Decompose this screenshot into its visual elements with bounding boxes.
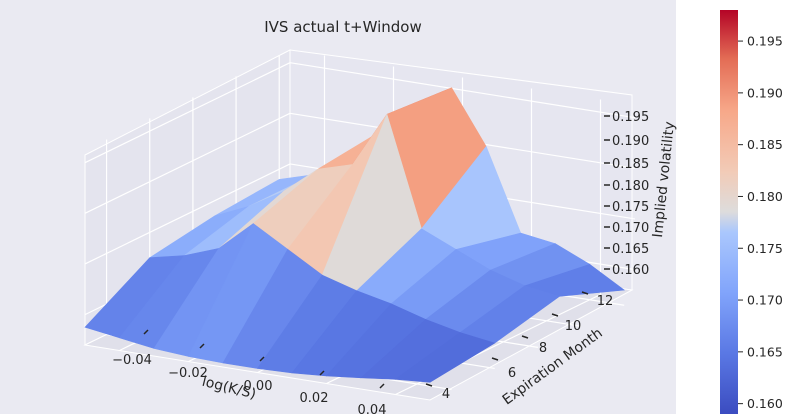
y-tick-mark	[425, 383, 433, 387]
z-tick-label: 0.170	[612, 221, 649, 236]
colorbar-tick-label: 0.185	[747, 137, 783, 152]
y-tick-label: 8	[539, 341, 547, 356]
colorbar-tick-label: 0.190	[747, 85, 783, 100]
x-tick-label: −0.02	[168, 366, 208, 381]
y-tick-mark	[581, 291, 589, 295]
colorbar-tick-label: 0.180	[747, 189, 783, 204]
colorbar-tick-label: 0.165	[747, 344, 783, 359]
y-tick-mark	[521, 335, 529, 339]
iv-surface	[84, 87, 626, 383]
y-tick-marks	[425, 291, 589, 387]
z-tick-label: 0.195	[612, 110, 649, 125]
x-tick-label: 0.02	[300, 391, 329, 406]
z-tick-label: 0.160	[612, 263, 649, 278]
y-tick-label: 4	[442, 387, 450, 402]
colorbar-tick-label: 0.195	[747, 34, 783, 49]
grid-line	[84, 112, 291, 214]
y-tick-labels: 4 6 8 10 12	[442, 294, 613, 402]
z-tick-label: 0.180	[612, 179, 649, 194]
x-tick-mark	[319, 370, 325, 376]
colorbar-tick-label: 0.170	[747, 293, 783, 308]
z-tick-label: 0.165	[612, 242, 649, 257]
x-tick-mark	[259, 356, 265, 362]
surface-patch	[394, 332, 496, 383]
colorbar-tick-label: 0.160	[747, 396, 783, 411]
z-tick-label: 0.190	[612, 134, 649, 149]
y-tick-label: 6	[508, 366, 516, 381]
z-tick-labels: 0.160 0.165 0.170 0.175 0.180 0.185 0.19…	[612, 110, 649, 278]
grid-line	[84, 62, 291, 164]
y-tick-label: 12	[597, 294, 614, 309]
x-tick-label: −0.04	[112, 353, 152, 368]
x-tick-mark	[379, 383, 385, 389]
colorbar-tick-label: 0.175	[747, 241, 783, 256]
y-tick-mark	[551, 313, 559, 317]
colorbar-ticks: 0.160 0.165 0.170 0.175 0.180 0.185 0.190 0.195	[738, 34, 783, 411]
grid-line	[84, 163, 291, 265]
x-tick-mark	[143, 329, 149, 335]
x-tick-marks	[143, 329, 385, 389]
y-tick-label: 10	[565, 319, 582, 334]
x-tick-labels: −0.04 −0.02 0.00 0.02 0.04	[112, 353, 386, 414]
x-tick-mark	[199, 343, 205, 349]
y-tick-mark	[491, 357, 499, 361]
z-tick-label: 0.175	[612, 200, 649, 215]
x-tick-label: 0.00	[244, 379, 273, 394]
z-tick-marks	[604, 115, 610, 270]
colorbar	[720, 10, 738, 414]
x-tick-label: 0.04	[358, 403, 387, 414]
z-tick-label: 0.185	[612, 157, 649, 172]
chart-title: IVS actual t+Window	[264, 18, 422, 36]
grid-line	[289, 62, 636, 119]
